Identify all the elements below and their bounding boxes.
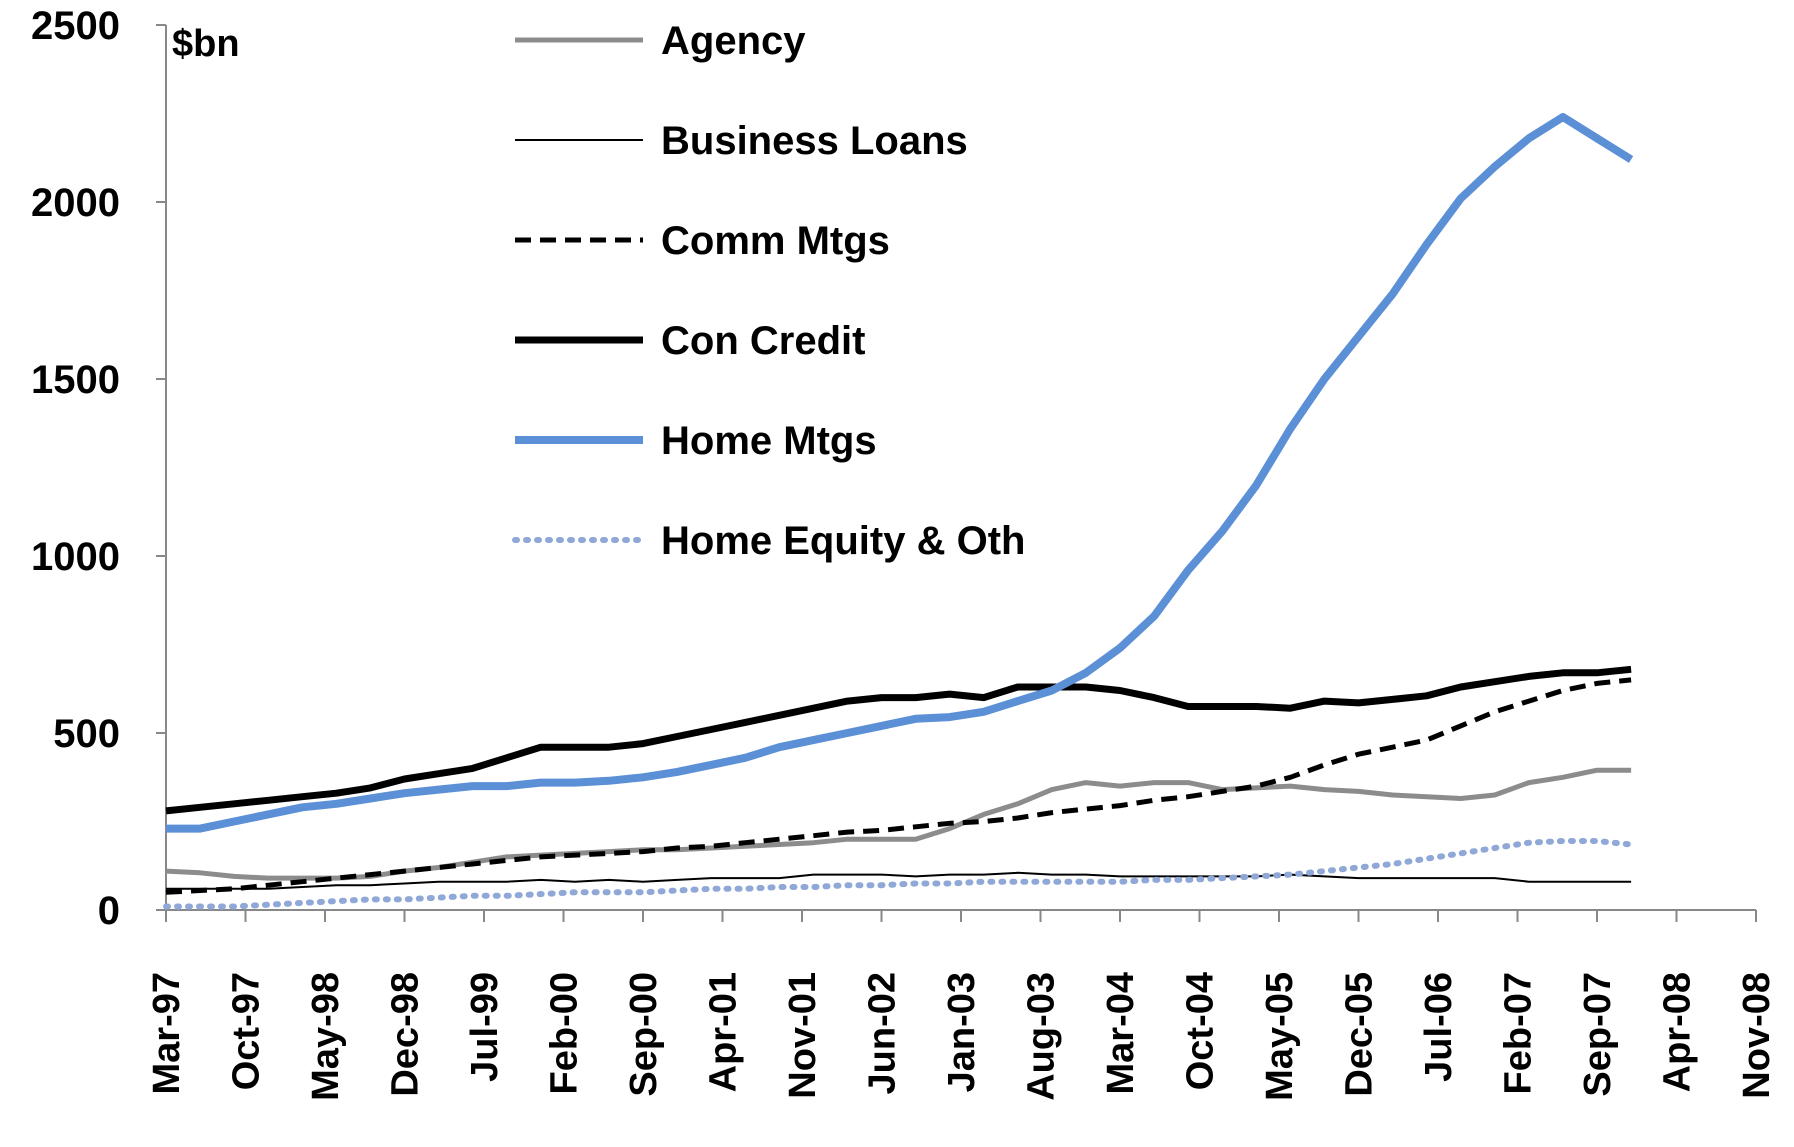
- x-tick-label: Feb-07: [1498, 972, 1540, 1094]
- x-tick-label: Sep-07: [1577, 972, 1619, 1097]
- x-tick-label: Jul-06: [1418, 972, 1460, 1082]
- series-line: [166, 113, 1634, 833]
- series-line: [165, 665, 1632, 815]
- x-tick-label: Jun-02: [862, 972, 904, 1094]
- legend-label: Business Loans: [661, 119, 968, 163]
- series-line: [166, 871, 1632, 890]
- legend-label: Home Mtgs: [661, 419, 877, 463]
- y-tick-label: 2000: [31, 181, 120, 225]
- legend-label: Con Credit: [661, 319, 865, 363]
- x-tick-label: Apr-01: [703, 972, 745, 1092]
- x-tick-label: Apr-08: [1657, 972, 1699, 1092]
- legend-label: Agency: [661, 19, 806, 63]
- y-tick-label: 1000: [31, 535, 120, 579]
- y-tick-label: 2500: [31, 4, 120, 48]
- x-tick-label: Jan-03: [941, 972, 983, 1092]
- x-tick-label: Oct-97: [226, 972, 268, 1090]
- y-tick-label: 0: [98, 889, 120, 933]
- x-tick-label: Feb-00: [544, 972, 586, 1094]
- y-tick-label: 1500: [31, 358, 120, 402]
- x-tick-label: Oct-04: [1180, 972, 1222, 1090]
- x-tick-label: May-98: [305, 972, 347, 1101]
- x-tick-label: Nov-01: [782, 972, 824, 1099]
- legend-label: Home Equity & Oth: [661, 519, 1025, 563]
- x-tick-label: Jul-99: [464, 972, 506, 1082]
- x-tick-label: Sep-00: [623, 972, 665, 1097]
- series-line: [165, 767, 1632, 881]
- y-axis-label: $bn: [172, 23, 240, 65]
- x-tick-label: Aug-03: [1021, 972, 1063, 1101]
- x-tick-label: May-05: [1259, 972, 1301, 1101]
- legend-label: Comm Mtgs: [661, 219, 890, 263]
- series-line: [165, 677, 1632, 895]
- x-tick-label: Mar-97: [146, 972, 188, 1095]
- y-tick-label: 500: [53, 712, 120, 756]
- x-tick-label: Mar-04: [1100, 972, 1142, 1095]
- x-tick-label: Dec-98: [385, 972, 427, 1097]
- x-tick-label: Dec-05: [1339, 972, 1381, 1097]
- series-line: [163, 838, 1635, 910]
- x-tick-label: Nov-08: [1736, 972, 1778, 1099]
